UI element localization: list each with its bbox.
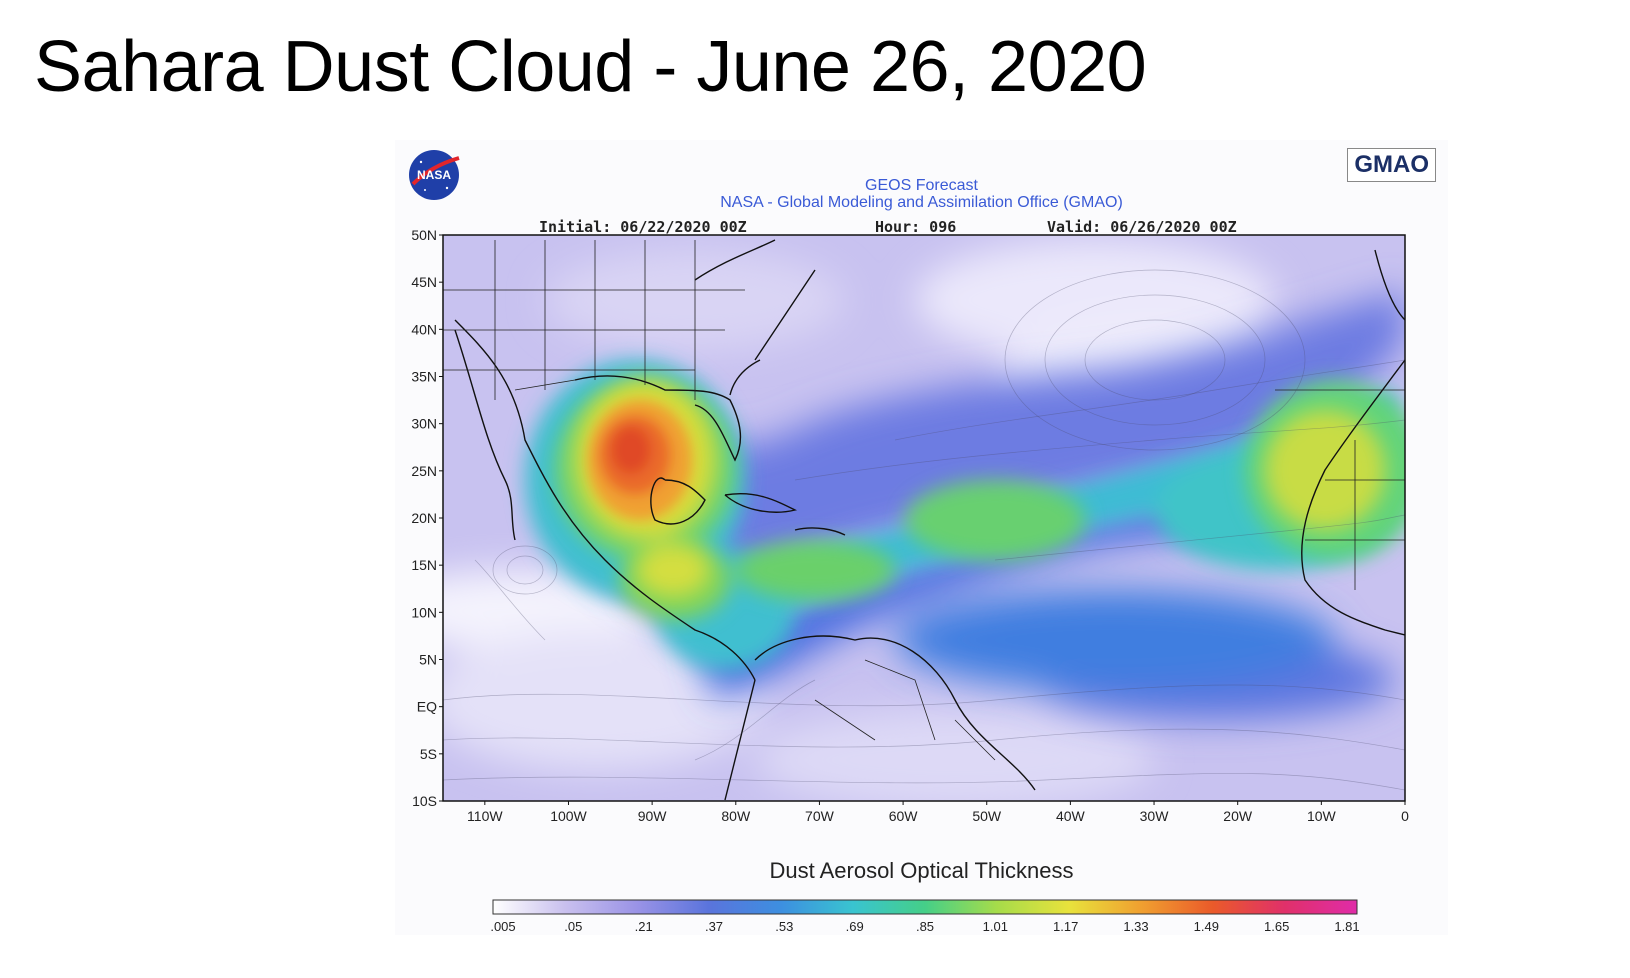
forecast-figure: NASA GMAO GEOS Forecast NASA - Global Mo… (395, 140, 1448, 935)
colorbar-tick-label: 1.17 (1053, 919, 1078, 934)
forecast-title: GEOS Forecast (865, 177, 978, 194)
initial-time: Initial: 06/22/2020 00Z (539, 218, 747, 236)
variable-label: Dust Aerosol Optical Thickness (769, 858, 1074, 883)
colorbar-tick-label: 1.33 (1123, 919, 1148, 934)
forecast-organization: NASA - Global Modeling and Assimilation … (720, 194, 1123, 211)
colorbar: .005 .05 .21 .37 .53 .69 .85 1.01 1.17 1.33 1.49 1.… (490, 899, 1360, 934)
colorbar-tick-label: 1.01 (983, 919, 1008, 934)
colorbar-tick-label: 1.49 (1194, 919, 1219, 934)
lon-tick-label: 100W (550, 808, 587, 824)
borders (443, 240, 1405, 761)
lat-tick-label: 15N (411, 557, 437, 573)
lat-tick-label: EQ (417, 699, 437, 715)
wind-streamlines (443, 269, 1405, 791)
lat-tick-label: 30N (411, 416, 437, 432)
longitude-axis: 110W 100W 90W 80W 70W 60W 50W 40W 30W 20W 10W 0 (467, 801, 1409, 824)
colorbar-gradient (492, 899, 1358, 915)
lon-tick-label: 80W (721, 808, 751, 824)
colorbar-tick-label: .69 (846, 919, 864, 934)
lon-tick-label: 50W (972, 808, 1002, 824)
colorbar-tick-label: .05 (564, 919, 582, 934)
lat-tick-label: 40N (411, 321, 437, 337)
lat-tick-label: 10S (412, 793, 437, 809)
colorbar-tick-label: 1.65 (1264, 919, 1289, 934)
lon-tick-label: 10W (1307, 808, 1337, 824)
lon-tick-label: 70W (805, 808, 835, 824)
slide-title: Sahara Dust Cloud - June 26, 2020 (34, 27, 1147, 107)
colorbar-tick-label: .21 (635, 919, 653, 934)
coastlines (454, 239, 1405, 801)
dust-core (588, 400, 692, 520)
lat-tick-label: 5S (420, 746, 437, 762)
lat-tick-label: 45N (411, 274, 437, 290)
lon-tick-label: 90W (638, 808, 668, 824)
lat-tick-label: 50N (411, 227, 437, 243)
nasa-logo-icon: NASA (409, 150, 460, 200)
valid-time: Valid: 06/26/2020 00Z (1047, 218, 1237, 236)
nasa-logo-text: NASA (417, 168, 451, 182)
lon-tick-label: 20W (1223, 808, 1253, 824)
lat-tick-label: 20N (411, 510, 437, 526)
lon-tick-label: 30W (1140, 808, 1170, 824)
lon-tick-label: 0 (1401, 808, 1409, 824)
colorbar-tick-label: .005 (490, 919, 515, 934)
colorbar-tick-label: .85 (916, 919, 934, 934)
colorbar-tick-label: 1.81 (1334, 919, 1359, 934)
lat-tick-label: 10N (411, 604, 437, 620)
latitude-axis: 50N 45N 40N 35N 30N 25N 20N 15N 10N 5N EQ 5S 10S (411, 227, 443, 809)
lat-tick-label: 25N (411, 463, 437, 479)
lon-tick-label: 110W (467, 808, 503, 824)
colorbar-tick-label: .37 (705, 919, 723, 934)
gmao-badge: GMAO (1347, 148, 1436, 182)
colorbar-tick-label: .53 (775, 919, 793, 934)
forecast-hour: Hour: 096 (875, 218, 957, 236)
map-plot-area (443, 235, 1405, 801)
lat-tick-label: 35N (411, 369, 437, 385)
lat-tick-label: 5N (419, 652, 437, 668)
lon-tick-label: 40W (1056, 808, 1086, 824)
dust-map: 50N 45N 40N 35N 30N 25N 20N 15N 10N 5N EQ 5S 10S 110… (411, 227, 1409, 934)
lon-tick-label: 60W (889, 808, 919, 824)
